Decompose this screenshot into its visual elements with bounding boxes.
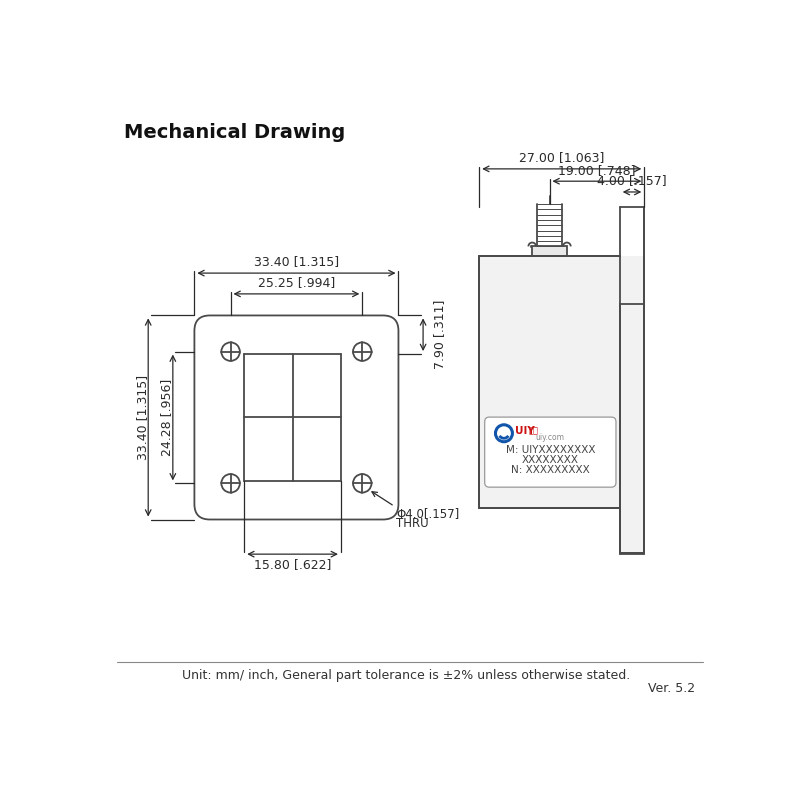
Text: THRU: THRU xyxy=(396,517,429,530)
Text: N: XXXXXXXXX: N: XXXXXXXXX xyxy=(511,466,590,475)
Text: 15.80 [.622]: 15.80 [.622] xyxy=(254,558,331,571)
Text: 19.00 [.748]: 19.00 [.748] xyxy=(558,163,636,177)
Text: 24.28 [.956]: 24.28 [.956] xyxy=(160,379,173,456)
Text: 7.90 [.311]: 7.90 [.311] xyxy=(434,300,446,370)
FancyBboxPatch shape xyxy=(485,417,616,487)
Text: 27.00 [1.063]: 27.00 [1.063] xyxy=(519,151,605,164)
Bar xyxy=(479,256,620,508)
Bar xyxy=(620,256,644,553)
Text: Mechanical Drawing: Mechanical Drawing xyxy=(123,123,345,142)
Text: XXXXXXXX: XXXXXXXX xyxy=(522,455,579,466)
FancyBboxPatch shape xyxy=(194,315,398,519)
Text: UIY: UIY xyxy=(514,426,534,436)
Text: Φ4.0[.157]: Φ4.0[.157] xyxy=(396,507,459,520)
Text: 25.25 [.994]: 25.25 [.994] xyxy=(258,276,335,290)
Text: Ver. 5.2: Ver. 5.2 xyxy=(648,682,695,695)
Text: 优诶: 优诶 xyxy=(529,426,538,435)
Text: 4.00 [.157]: 4.00 [.157] xyxy=(598,174,667,187)
Text: uiy.com: uiy.com xyxy=(536,433,565,442)
Text: 33.40 [1.315]: 33.40 [1.315] xyxy=(254,255,339,269)
Bar xyxy=(532,246,567,256)
Text: 33.40 [1.315]: 33.40 [1.315] xyxy=(135,375,149,460)
Text: M: UIYXXXXXXXX: M: UIYXXXXXXXX xyxy=(506,445,595,455)
Text: Unit: mm/ inch, General part tolerance is ±2% unless otherwise stated.: Unit: mm/ inch, General part tolerance i… xyxy=(182,669,630,682)
